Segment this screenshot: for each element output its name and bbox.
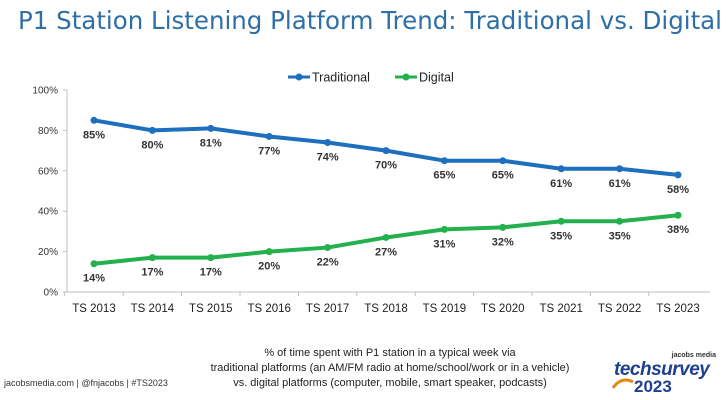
data-label-digital: 27% <box>375 246 397 258</box>
data-label-digital: 38% <box>667 224 689 236</box>
legend-marker-digital <box>402 73 410 81</box>
x-tick-label: TS 2021 <box>539 303 582 315</box>
data-point-digital <box>148 254 156 262</box>
data-label-traditional: 65% <box>492 170 514 182</box>
data-point-digital <box>499 223 507 231</box>
caption-line-1: % of time spent with P1 station in a typ… <box>264 347 516 359</box>
data-point-traditional <box>324 139 332 147</box>
y-tick-label: 80% <box>38 126 58 137</box>
data-label-digital: 14% <box>83 273 105 285</box>
data-label-traditional: 77% <box>258 145 280 157</box>
legend-label-digital: Digital <box>419 71 454 85</box>
brand-year: 2023 <box>634 377 672 396</box>
data-label-digital: 32% <box>492 236 514 248</box>
y-tick-label: 60% <box>38 166 58 177</box>
data-label-traditional: 80% <box>141 139 163 151</box>
data-point-traditional <box>207 124 215 132</box>
data-point-traditional <box>265 132 273 140</box>
data-point-traditional <box>382 147 390 155</box>
data-point-digital <box>207 254 215 262</box>
data-label-digital: 17% <box>200 267 222 279</box>
data-labels: 85% 80% 81% 77% 74% 70% 65% 65% 61% 61% 58% 14% 17% 1… <box>83 129 689 284</box>
x-tick-label: TS 2018 <box>364 303 407 315</box>
line-chart: 0% 20% 40% 60% 80% 100% TS 2013 TS 2014 TS 2015 T… <box>32 71 710 315</box>
swoosh-icon <box>612 378 634 389</box>
footer-credits: jacobsmedia.com | @fnjacobs | #TS2023 <box>4 378 168 388</box>
axes: 0% 20% 40% 60% 80% 100% TS 2013 TS 2014 TS 2015 T… <box>32 86 710 315</box>
data-label-traditional: 70% <box>375 160 397 172</box>
data-point-traditional <box>90 116 98 124</box>
data-label-digital: 20% <box>258 261 280 273</box>
y-tick-label: 40% <box>38 207 58 218</box>
data-label-digital: 31% <box>433 238 455 250</box>
data-point-traditional <box>499 157 507 165</box>
x-tick-label: TS 2022 <box>598 303 641 315</box>
x-tick-label: TS 2014 <box>131 303 175 315</box>
data-point-traditional <box>557 165 565 173</box>
x-tick-label: TS 2023 <box>656 303 699 315</box>
data-point-digital <box>440 225 448 233</box>
data-point-digital <box>382 233 390 241</box>
y-tick-label: 0% <box>44 288 59 299</box>
data-label-traditional: 65% <box>433 170 455 182</box>
brand-name: techsurvey <box>614 359 710 380</box>
x-tick-label: TS 2015 <box>189 303 232 315</box>
data-point-traditional <box>148 126 156 134</box>
y-tick-label: 100% <box>32 86 58 97</box>
data-point-digital <box>674 211 682 219</box>
data-point-digital <box>265 248 273 256</box>
data-label-traditional: 81% <box>200 137 222 149</box>
data-point-digital <box>324 244 332 252</box>
series-lines <box>90 116 682 268</box>
data-label-traditional: 61% <box>550 178 572 190</box>
caption-line-3: vs. digital platforms (computer, mobile,… <box>233 377 547 389</box>
caption-line-2: traditional platforms (an AM/FM radio at… <box>210 362 570 374</box>
data-label-digital: 35% <box>609 230 631 242</box>
x-tick-label: TS 2017 <box>306 303 349 315</box>
data-point-digital <box>557 217 565 225</box>
x-tick-label: TS 2016 <box>247 303 290 315</box>
legend: Traditional Digital <box>288 71 454 85</box>
chart-caption: % of time spent with P1 station in a typ… <box>200 346 580 391</box>
data-label-digital: 17% <box>141 267 163 279</box>
x-tick-label: TS 2013 <box>72 303 115 315</box>
data-point-digital <box>616 217 624 225</box>
data-point-traditional <box>616 165 624 173</box>
data-label-traditional: 85% <box>83 129 105 141</box>
techsurvey-logo: jacobs media techsurvey 2023 <box>612 352 722 398</box>
chart-title: P1 Station Listening Platform Trend: Tra… <box>18 6 722 35</box>
data-point-traditional <box>440 157 448 165</box>
legend-label-traditional: Traditional <box>312 71 370 85</box>
data-point-digital <box>90 260 98 268</box>
x-tick-label: TS 2019 <box>423 303 466 315</box>
x-tick-label: TS 2020 <box>481 303 524 315</box>
data-label-digital: 22% <box>317 257 339 269</box>
brand-sub: jacobs media <box>671 352 716 359</box>
data-label-traditional: 58% <box>667 184 689 196</box>
data-label-digital: 35% <box>550 230 572 242</box>
legend-marker-traditional <box>295 73 303 81</box>
data-label-traditional: 74% <box>317 152 339 164</box>
data-label-traditional: 61% <box>609 178 631 190</box>
data-point-traditional <box>674 171 682 179</box>
y-tick-label: 20% <box>38 247 58 258</box>
